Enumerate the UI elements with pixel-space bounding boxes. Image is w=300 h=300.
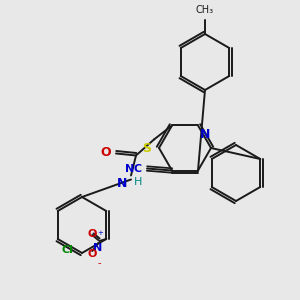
Text: C: C [134, 164, 142, 173]
Text: O: O [88, 229, 97, 239]
Text: N: N [125, 164, 134, 173]
Text: Cl: Cl [62, 245, 74, 255]
Text: O: O [100, 146, 111, 159]
Text: H: H [134, 178, 142, 188]
Text: -: - [97, 258, 101, 268]
Text: N: N [200, 128, 210, 142]
Text: CH₃: CH₃ [196, 5, 214, 15]
Text: N: N [117, 178, 127, 190]
Text: S: S [142, 142, 151, 155]
Text: O: O [88, 249, 97, 259]
Text: N: N [93, 243, 102, 253]
Text: +: + [97, 230, 103, 236]
